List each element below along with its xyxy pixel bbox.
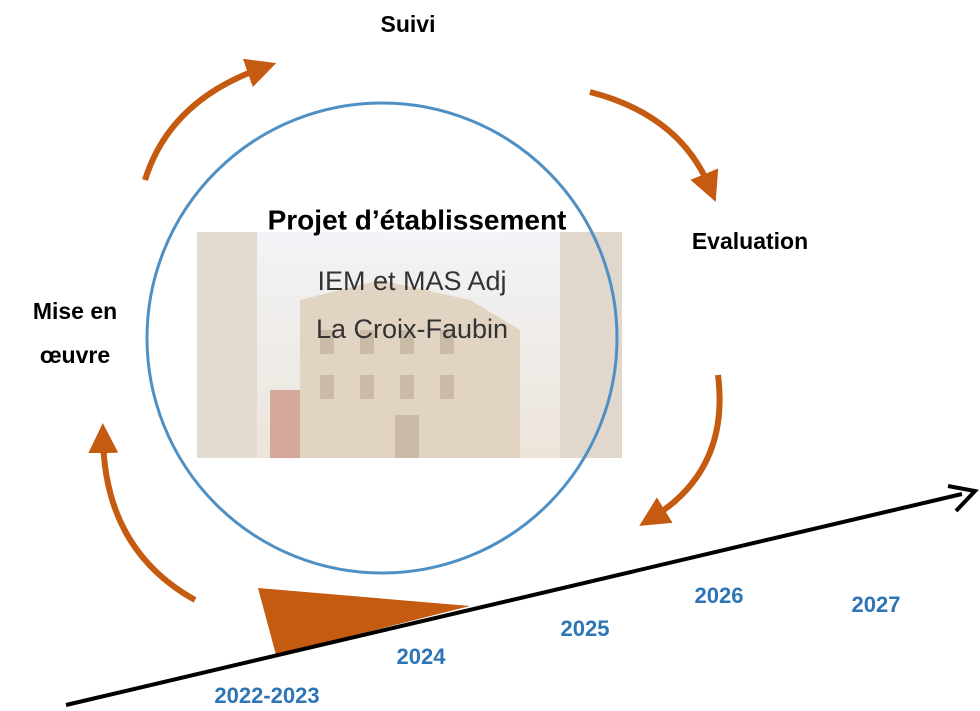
year-label: 2025 (561, 616, 610, 641)
cycle-label: Suivi (381, 11, 436, 37)
center-line: La Croix-Faubin (316, 314, 508, 344)
year-label: 2024 (397, 644, 447, 669)
arrow (590, 92, 710, 188)
cycle-label: œuvre (40, 342, 110, 368)
arrow (652, 375, 720, 518)
year-label: 2027 (852, 592, 901, 617)
year-label: 2026 (695, 583, 744, 608)
diagram: Projet d’établissement IEM et MAS Adj La… (0, 0, 980, 711)
year-label: 2022-2023 (214, 683, 319, 708)
cycle-label: Evaluation (692, 228, 808, 254)
arrow (145, 68, 262, 180)
timeline (66, 494, 962, 705)
timeline-arrowhead (948, 486, 975, 511)
cycle-label: Mise en (33, 298, 117, 324)
center-line: IEM et MAS Adj (317, 266, 506, 296)
center-title: Projet d’établissement (268, 204, 567, 235)
